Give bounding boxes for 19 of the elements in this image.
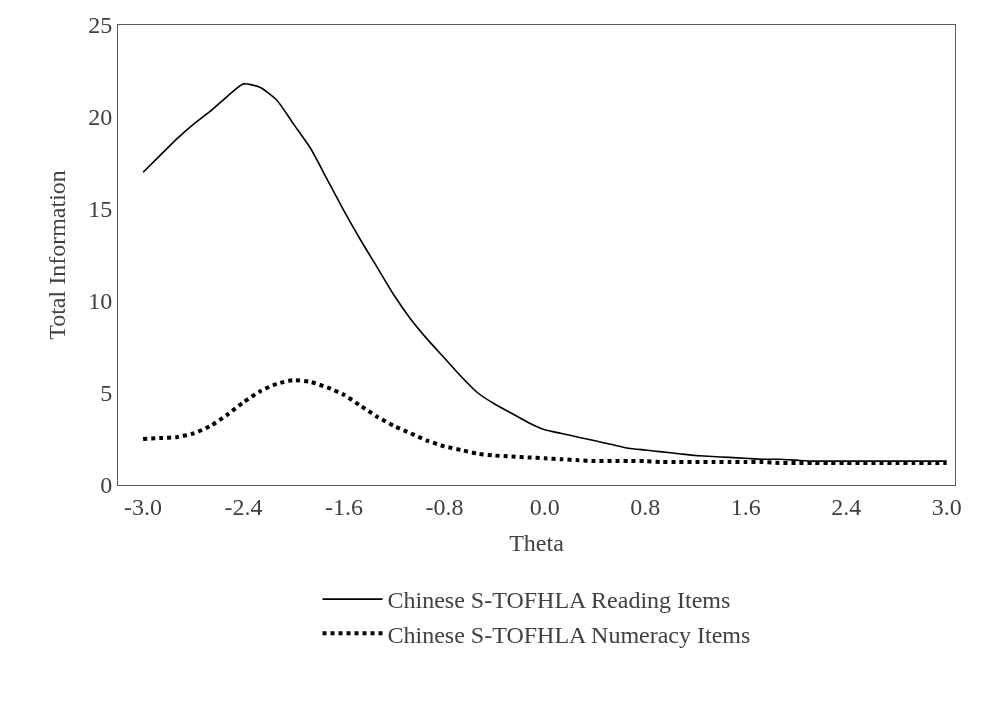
x-tick-label: 1.6 bbox=[730, 493, 761, 520]
x-tick-label: 3.0 bbox=[931, 493, 962, 520]
x-tick-label: 2.4 bbox=[831, 493, 862, 520]
x-tick-label: -0.8 bbox=[425, 493, 464, 520]
x-tick-label: -2.4 bbox=[224, 493, 263, 520]
y-tick-label: 25 bbox=[88, 12, 113, 39]
y-tick-label: 10 bbox=[88, 288, 113, 315]
x-tick-label: -3.0 bbox=[124, 493, 163, 520]
x-axis-title: Theta bbox=[509, 530, 565, 557]
y-axis-title: Total Information bbox=[44, 170, 71, 340]
y-tick-label: 15 bbox=[88, 196, 113, 223]
x-tick-label: -1.6 bbox=[324, 493, 363, 520]
y-tick-label: 0 bbox=[100, 472, 113, 499]
x-tick-label: 0.0 bbox=[529, 493, 560, 520]
y-tick-label: 20 bbox=[88, 104, 113, 131]
y-tick-label: 5 bbox=[100, 380, 113, 407]
legend-label: Chinese S-TOFHLA Reading Items bbox=[387, 587, 731, 614]
x-tick-label: 0.8 bbox=[630, 493, 661, 520]
legend-label: Chinese S-TOFHLA Numeracy Items bbox=[387, 621, 751, 648]
